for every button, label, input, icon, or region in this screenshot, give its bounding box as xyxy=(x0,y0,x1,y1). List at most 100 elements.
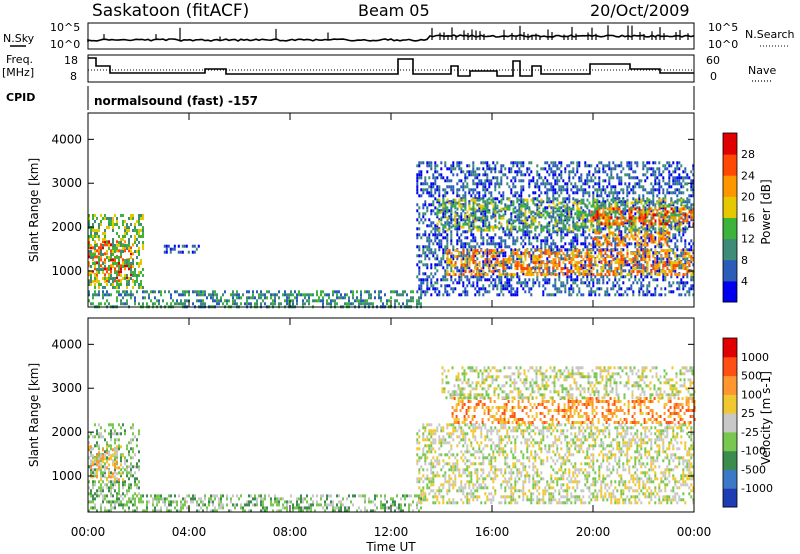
power-cell xyxy=(314,299,316,303)
power-cell xyxy=(668,254,671,258)
power-cell xyxy=(544,249,547,253)
power-cell xyxy=(588,255,591,259)
power-cell xyxy=(524,236,527,240)
power-cell xyxy=(596,210,599,214)
power-cell xyxy=(468,281,471,285)
power-cell xyxy=(352,302,354,306)
power-cell xyxy=(440,203,443,207)
power-cell xyxy=(570,275,573,279)
power-cell xyxy=(518,215,521,219)
power-cell xyxy=(640,185,643,189)
power-cell xyxy=(692,191,695,195)
power-cell xyxy=(564,218,567,222)
power-cell xyxy=(586,278,589,282)
power-cell xyxy=(424,212,427,216)
power-cell xyxy=(173,244,176,248)
power-cell xyxy=(482,260,485,264)
power-cell xyxy=(684,264,687,268)
power-cell xyxy=(660,219,663,223)
power-cell xyxy=(584,260,587,264)
power-cell xyxy=(642,185,645,189)
power-cell xyxy=(654,293,657,297)
power-cell xyxy=(466,230,469,234)
power-cell xyxy=(620,287,623,291)
power-cell xyxy=(478,179,481,183)
power-cell xyxy=(590,179,593,183)
power-cell xyxy=(466,218,469,222)
power-cell xyxy=(94,235,96,238)
power-cell xyxy=(562,179,565,183)
power-cell xyxy=(632,201,635,205)
power-cell xyxy=(592,267,595,271)
power-cell xyxy=(628,182,631,186)
power-cell xyxy=(680,210,683,214)
power-cell xyxy=(560,245,563,249)
power-cell xyxy=(686,188,689,192)
power-cell xyxy=(494,284,497,288)
power-cell xyxy=(476,290,479,294)
power-cell xyxy=(660,215,663,219)
power-cell xyxy=(542,228,545,232)
power-cell xyxy=(482,200,485,204)
power-cell xyxy=(490,251,493,255)
power-cell xyxy=(104,265,106,268)
power-cell xyxy=(544,278,547,282)
power-cell xyxy=(524,249,527,253)
power-cell xyxy=(540,228,543,232)
power-cell xyxy=(600,213,603,217)
power-cell xyxy=(468,219,471,223)
power-cell xyxy=(636,206,639,210)
power-cell xyxy=(672,261,675,265)
power-cell xyxy=(648,210,651,214)
power-cell xyxy=(552,173,555,177)
power-cell xyxy=(458,161,461,165)
power-cell xyxy=(338,290,340,294)
power-cell xyxy=(498,216,501,220)
power-cell xyxy=(448,221,451,225)
power-cell xyxy=(122,235,124,238)
power-cell xyxy=(692,293,695,297)
power-cell xyxy=(546,191,549,195)
power-cell xyxy=(146,302,148,306)
power-cell xyxy=(582,273,585,277)
power-cell xyxy=(658,225,661,229)
power-cell xyxy=(140,223,142,226)
nsearch-label: N.Search xyxy=(745,28,795,41)
power-cell xyxy=(118,293,120,297)
power-cell xyxy=(642,167,645,171)
power-cell xyxy=(658,269,661,273)
power-cell xyxy=(560,257,563,261)
power-cell xyxy=(112,253,114,256)
power-cell xyxy=(122,220,124,223)
power-cell xyxy=(678,266,681,270)
power-cell xyxy=(608,201,611,205)
power-cell xyxy=(688,198,691,202)
power-cell xyxy=(672,269,675,273)
power-cell xyxy=(584,161,587,165)
power-cell xyxy=(554,252,557,256)
power-cell xyxy=(476,242,479,246)
power-cell xyxy=(316,290,318,294)
power-cell xyxy=(676,176,679,180)
power-cell xyxy=(636,260,639,264)
power-cell xyxy=(360,296,362,300)
power-cell xyxy=(252,293,254,297)
power-cell xyxy=(666,182,669,186)
power-cell xyxy=(564,216,567,220)
power-cell xyxy=(240,302,242,306)
power-cell xyxy=(606,245,609,249)
power-cell xyxy=(94,229,96,232)
power-cell xyxy=(500,284,503,288)
power-cell xyxy=(528,267,531,271)
power-cell xyxy=(582,222,585,226)
power-cell xyxy=(464,222,467,226)
power-cell xyxy=(568,179,571,183)
power-cell xyxy=(444,269,447,273)
power-cell xyxy=(514,227,517,231)
power-cell xyxy=(548,272,551,276)
power-cell xyxy=(684,239,687,243)
power-cell xyxy=(554,164,557,168)
power-cell xyxy=(518,204,521,208)
power-cell xyxy=(668,245,671,249)
power-cell xyxy=(124,274,126,277)
